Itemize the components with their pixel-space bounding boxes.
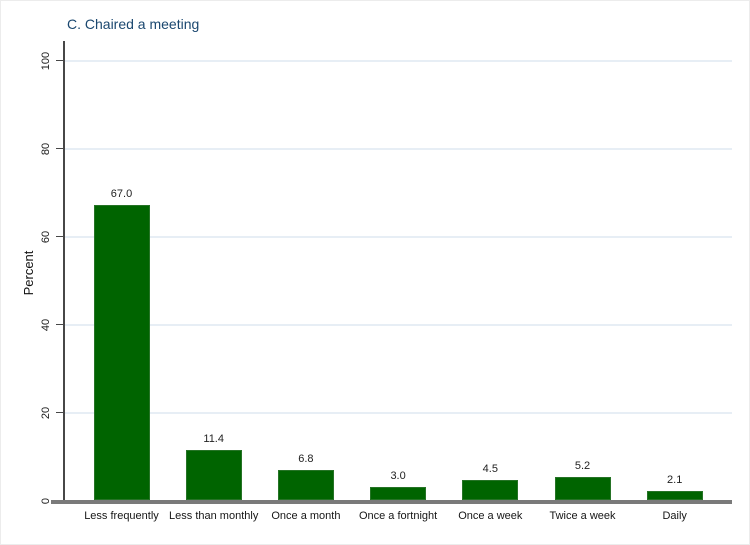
y-tick-60 [56,235,63,238]
bar-value-label-3: 6.8 [298,453,314,466]
bar-5 [462,480,519,500]
y-tick-label-60: 60 [40,230,52,243]
x-category-label-1: Less frequently [84,510,159,522]
gridline-20 [64,411,732,414]
bar-value-label-6: 5.2 [574,460,591,473]
x-category-label-5: Once a week [458,510,523,522]
bar-6 [554,477,611,500]
bar-value-label-5: 4.5 [482,463,498,476]
x-category-label-6: Twice a week [549,510,616,522]
gridline-100 [64,59,732,62]
y-tick-label-80: 80 [40,142,52,155]
y-tick-40 [56,323,63,326]
y-tick-80 [56,147,63,150]
y-tick-label-20: 20 [40,406,52,419]
chart-title: C. Chaired a meeting [67,16,200,32]
bar-7 [646,490,703,500]
y-tick-20 [56,411,63,414]
bar-value-label-2: 11.4 [203,432,224,445]
bar-3 [277,470,334,500]
y-axis-line [63,41,65,503]
y-tick-label-100: 100 [40,51,52,70]
bar-4 [370,486,427,500]
x-category-label-3: Once a month [271,510,341,522]
x-axis-line [51,500,732,504]
x-category-label-4: Once a fortnight [358,510,438,522]
bar-value-label-1: 67.0 [110,188,133,201]
bar-2 [185,449,242,500]
x-category-label-2: Less than monthly [169,510,259,522]
bar-value-label-4: 3.0 [390,469,406,482]
y-tick-100 [56,59,63,62]
x-category-label-7: Daily [662,510,687,522]
gridline-40 [64,323,732,326]
gridline-60 [64,235,732,238]
y-tick-label-40: 40 [40,318,52,331]
bar-value-label-7: 2.1 [667,473,683,486]
bar-1 [93,205,150,500]
gridline-80 [64,147,732,150]
